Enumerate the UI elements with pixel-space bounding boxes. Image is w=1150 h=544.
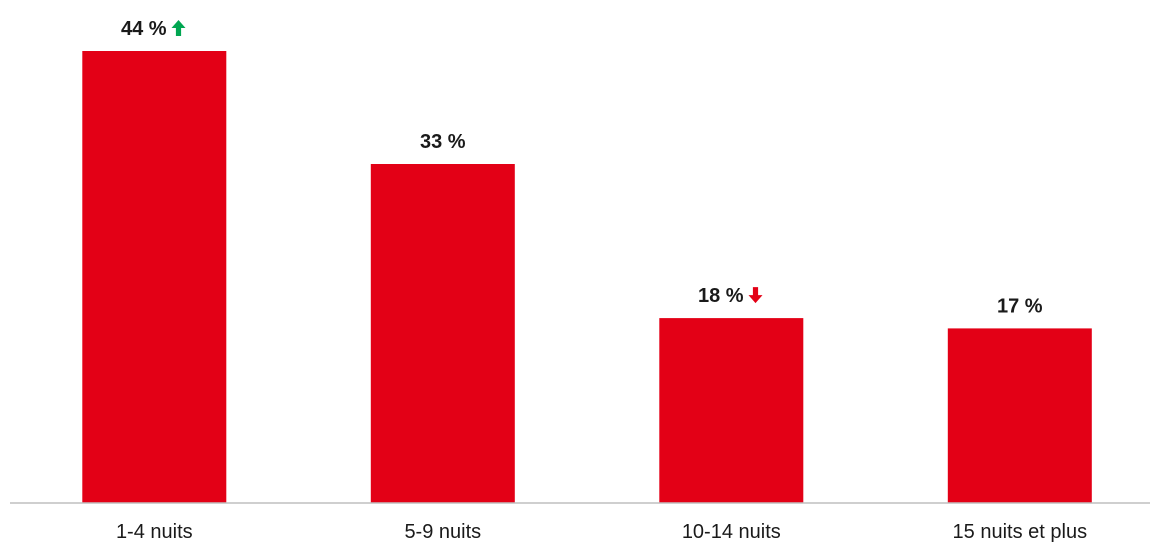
bars-group [82, 51, 1092, 503]
bar-1-4-nuits [82, 51, 227, 503]
data-label-15-nuits-et-plus: 17 % [997, 295, 1043, 317]
bar-15-nuits-et-plus [947, 328, 1092, 503]
x-tick-label-15-nuits-et-plus: 15 nuits et plus [953, 521, 1088, 543]
bar-10-14-nuits [659, 318, 804, 503]
x-tick-label-5-9-nuits: 5-9 nuits [404, 521, 481, 543]
x-tick-label-10-14-nuits: 10-14 nuits [682, 521, 781, 543]
data-label-1-4-nuits: 44 % [121, 18, 167, 40]
arrow-down-icon [748, 287, 763, 304]
data-label-10-14-nuits: 18 % [698, 285, 744, 307]
bar-5-9-nuits [370, 164, 515, 503]
x-tick-label-1-4-nuits: 1-4 nuits [116, 521, 193, 543]
x-tick-labels-group: 1-4 nuits 5-9 nuits 10-14 nuits 15 nuits et… [116, 521, 1087, 543]
data-label-5-9-nuits: 33 % [420, 131, 466, 153]
data-labels-group: 44 % 33 % 18 % 17 % [121, 18, 1043, 317]
arrow-up-icon [171, 20, 186, 36]
